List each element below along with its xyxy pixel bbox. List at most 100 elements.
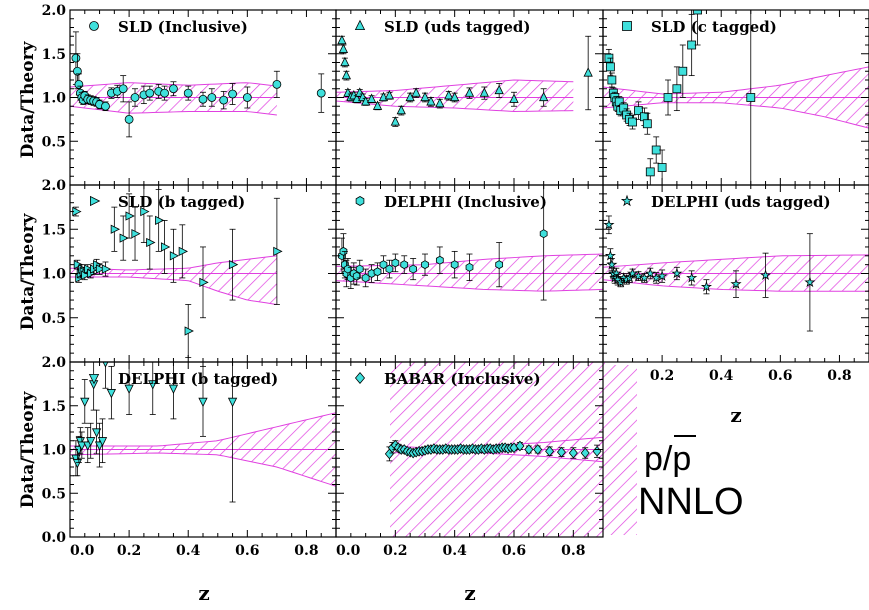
data-point	[340, 56, 350, 67]
y-tick-label: 2.0	[42, 178, 67, 194]
data-point	[169, 251, 180, 261]
data-point	[396, 104, 406, 115]
panel-3: SLD (c tagged)	[602, 9, 869, 186]
band-upper-edge	[336, 79, 574, 93]
ylabel-row3: Data/Theory	[18, 390, 38, 508]
data-point	[198, 94, 208, 104]
data-point	[86, 437, 96, 447]
y-tick-label: 1.5	[42, 399, 66, 415]
data-point	[651, 145, 661, 155]
data-point	[524, 444, 534, 455]
panels: 0.5 1.0 1.5 2.0 SLD (Inclusive) SLD (uds tagg…	[42, 3, 869, 559]
data-point	[337, 34, 347, 45]
data-point	[634, 106, 643, 116]
data-point	[372, 100, 383, 110]
xlabel-col1: z	[198, 581, 209, 605]
data-point	[199, 277, 209, 287]
y-tick-label: 1.5	[42, 222, 66, 238]
legend-marker	[90, 195, 101, 207]
data-point	[539, 229, 548, 239]
data-point	[355, 264, 364, 274]
data-point	[130, 93, 140, 102]
data-point	[444, 90, 454, 100]
panel-title: BABAR (Inclusive)	[384, 370, 541, 388]
data-point	[700, 280, 713, 292]
data-point	[604, 249, 616, 261]
data-point	[341, 69, 352, 80]
data-point	[693, 10, 702, 15]
x-tick-label: 0.2	[117, 543, 141, 559]
data-point	[400, 260, 409, 270]
panel-8-plot-area	[384, 436, 603, 463]
data-point	[227, 397, 238, 408]
data-point	[366, 93, 377, 103]
band-lower-edge	[70, 452, 336, 487]
panel-7-plot-area	[70, 362, 336, 503]
data-point	[391, 258, 400, 268]
data-point	[628, 117, 637, 127]
data-point	[479, 87, 489, 97]
panel-5-plot-area	[336, 185, 603, 301]
data-point	[606, 258, 618, 270]
panel-title: SLD (Inclusive)	[118, 18, 248, 36]
legend-marker	[622, 21, 632, 31]
data-point	[178, 246, 189, 257]
data-point	[384, 90, 395, 100]
data-point	[494, 84, 504, 95]
data-point	[124, 384, 134, 394]
legend-theory-label: NNLO	[638, 481, 744, 523]
data-point	[411, 87, 421, 97]
data-point	[242, 93, 252, 102]
data-point	[509, 93, 519, 103]
legend-marker	[354, 371, 366, 385]
y-tick-label: 2.0	[42, 3, 67, 19]
data-point	[338, 43, 349, 53]
data-point	[124, 114, 134, 124]
data-point	[435, 255, 444, 265]
data-point	[390, 116, 400, 126]
data-point	[678, 66, 688, 76]
data-point	[373, 267, 382, 277]
data-point	[450, 260, 459, 270]
data-point	[131, 229, 141, 239]
band-lower-edge	[603, 102, 869, 129]
data-point	[568, 447, 578, 459]
data-point	[605, 62, 615, 72]
y-tick-label: 1.0	[42, 443, 67, 459]
data-point	[101, 101, 110, 111]
data-point	[435, 97, 445, 108]
data-point	[645, 167, 655, 177]
x-tick-label: 0.4	[709, 368, 734, 384]
data-point	[421, 260, 429, 270]
data-point	[556, 446, 566, 458]
data-point	[228, 260, 239, 270]
data-point	[273, 246, 283, 257]
legend-marker	[355, 196, 365, 206]
data-point	[97, 437, 108, 447]
data-point	[228, 89, 237, 99]
data-point	[465, 262, 474, 272]
band-lower-edge	[336, 100, 574, 113]
data-point	[464, 87, 475, 97]
x-tick-label: 0.8	[561, 543, 585, 559]
y-tick-label: 2.0	[42, 355, 67, 371]
data-point	[580, 447, 590, 459]
data-point	[91, 428, 102, 438]
data-point	[746, 93, 756, 102]
panel-6-plot-area	[603, 215, 869, 332]
x-tick-label: 0.6	[235, 543, 259, 559]
data-point	[160, 242, 171, 252]
data-point	[804, 276, 816, 288]
legend-particle-p: p/p	[644, 440, 691, 478]
data-point	[759, 269, 772, 281]
data-point	[642, 119, 652, 129]
xlabel-col3: z	[730, 403, 741, 427]
panel-title: SLD (b tagged)	[118, 193, 245, 211]
panel-4: 0.5 1.0 1.5 2.0 SLD (b tagged)	[42, 178, 337, 363]
data-point	[77, 441, 87, 451]
data-point	[657, 163, 667, 172]
ylabel-row2: Data/Theory	[18, 212, 38, 330]
data-point	[607, 75, 617, 85]
data-point	[409, 264, 417, 274]
y-tick-label: 0.5	[42, 486, 66, 502]
